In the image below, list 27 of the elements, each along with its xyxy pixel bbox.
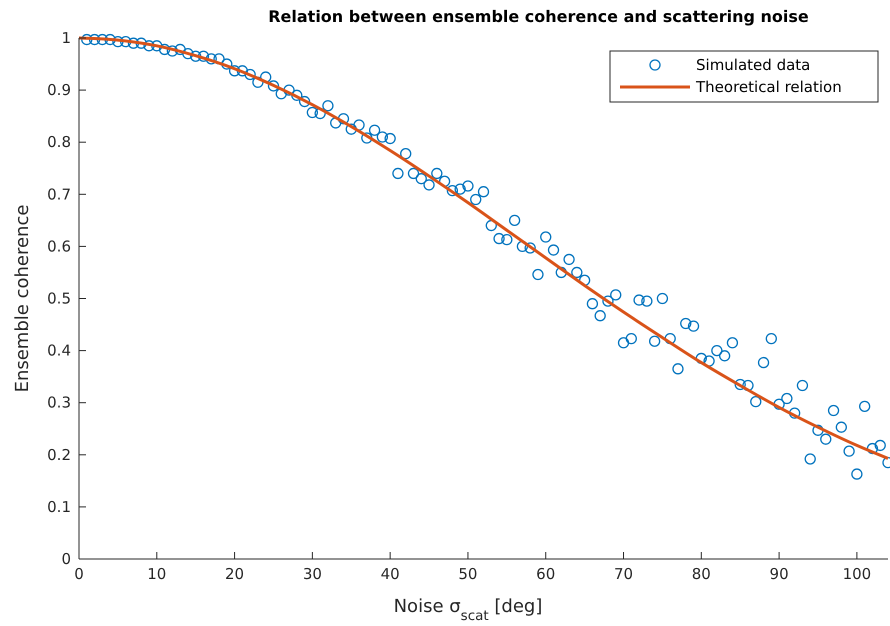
y-tick-label: 0.1 [47,498,71,516]
y-tick-label: 0.7 [47,185,71,204]
y-tick-label: 0.9 [47,81,71,100]
chart-title: Relation between ensemble coherence and scattering noise [268,7,809,26]
x-tick-label: 80 [692,565,711,583]
y-tick-label: 0 [61,550,71,568]
x-axis-title: Noise σ$_{scat}$ [deg] [394,596,542,624]
x-tick-label: 20 [225,565,244,583]
y-tick-label: 0.4 [47,342,71,360]
y-tick-label: 0.2 [47,446,71,464]
y-tick-label: 0.6 [47,237,71,256]
x-tick-label: 30 [302,565,322,583]
x-tick-label: 50 [458,565,478,583]
y-tick-label: 1 [61,29,71,47]
y-tick-label: 0.3 [47,394,71,412]
x-tick-label: 40 [380,565,400,583]
y-tick-label: 0.8 [47,133,71,152]
y-tick-label: 0.5 [47,290,71,308]
x-tick-label: 10 [147,565,166,583]
legend-label: Theoretical relation [695,78,842,96]
legend-label: Simulated data [696,56,810,74]
x-tick-label: 60 [536,565,556,583]
x-tick-label: 70 [614,565,634,583]
x-tick-label: 90 [770,565,789,583]
y-axis-title: Ensemble coherence [12,204,33,392]
x-tick-label: 100 [842,565,872,583]
x-tick-label: 0 [74,565,84,583]
